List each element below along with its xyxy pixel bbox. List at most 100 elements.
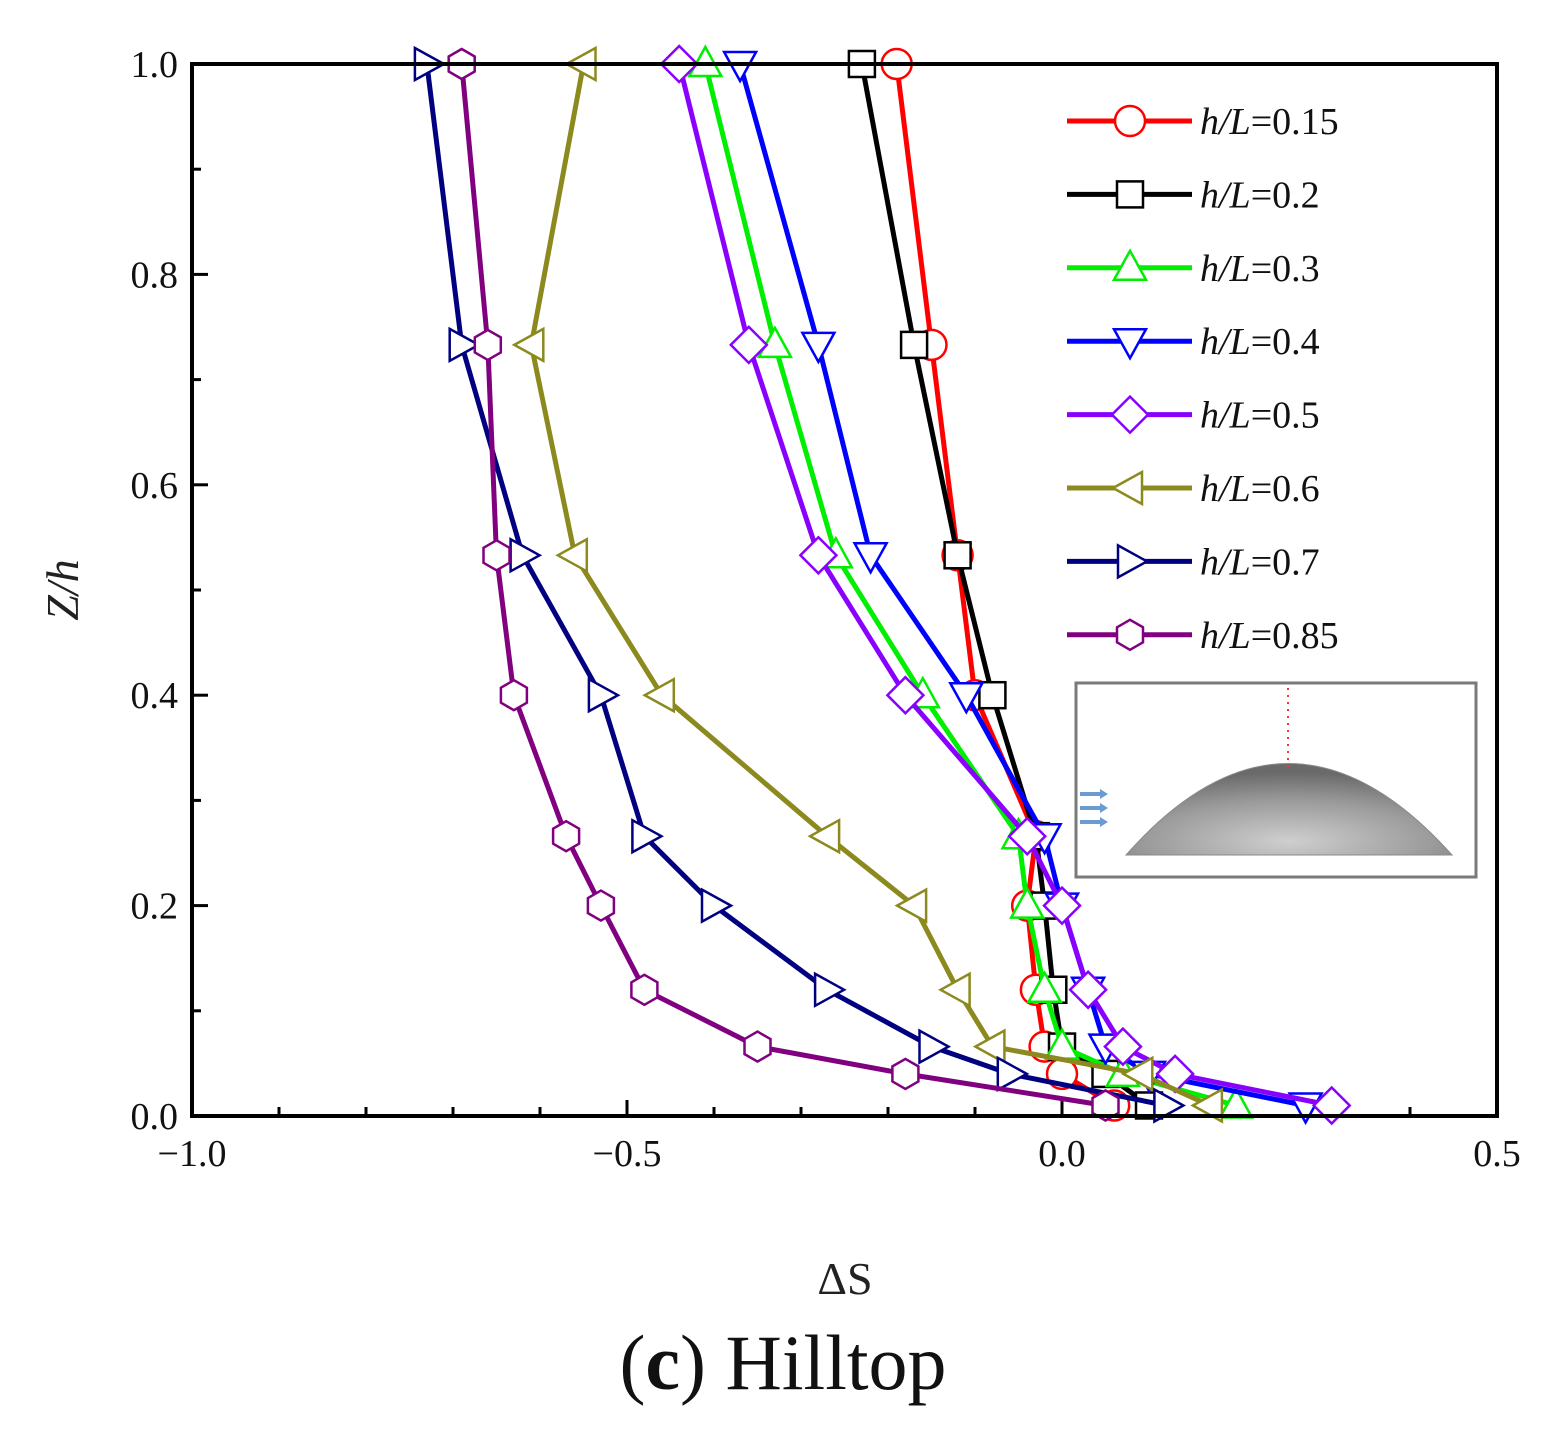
data-point <box>482 538 511 572</box>
x-tick-label: 0.5 <box>1473 1133 1521 1175</box>
legend-marker <box>1113 104 1147 138</box>
data-point <box>448 326 482 364</box>
y-tick-label: 0.8 <box>131 254 179 296</box>
data-point <box>938 971 971 1008</box>
caption-letter: c <box>645 1319 681 1406</box>
caption-text: Hilltop <box>725 1319 947 1406</box>
series-0-85 <box>447 47 1120 1122</box>
data-point <box>630 973 659 1007</box>
data-point <box>587 677 621 714</box>
data-point <box>555 537 589 574</box>
legend-label: h/L=0.3 <box>1200 248 1320 290</box>
data-point <box>807 818 841 855</box>
legend-entry: h/L=0.7 <box>1067 541 1320 583</box>
data-point <box>813 971 847 1008</box>
legend: h/L=0.15 h/L=0.2 h/L=0.3 h/L=0.4 h/L=0.5 h/L=… <box>1067 101 1339 657</box>
legend-entry: h/L=0.4 <box>1067 321 1320 363</box>
legend-entry: h/L=0.15 <box>1067 101 1339 143</box>
data-point <box>798 535 839 576</box>
legend-entry: h/L=0.6 <box>1067 468 1320 510</box>
legend-marker <box>1111 327 1149 361</box>
legend-marker <box>1116 543 1150 580</box>
legend-entry: h/L=0.5 <box>1067 395 1320 437</box>
data-point <box>943 541 972 570</box>
series-0-6 <box>511 45 1224 1124</box>
data-point <box>687 44 724 78</box>
data-point <box>1042 885 1082 926</box>
data-point <box>642 677 676 714</box>
hill-shape <box>1124 763 1454 856</box>
series-line <box>528 63 1211 1108</box>
y-tick-label: 0.6 <box>131 465 179 507</box>
legend-marker <box>1115 180 1145 209</box>
data-point <box>1153 1087 1186 1124</box>
legend-marker <box>1111 248 1149 282</box>
data-point <box>1120 1055 1154 1093</box>
data-point <box>996 1055 1030 1093</box>
data-point <box>586 889 616 923</box>
data-point <box>1190 1087 1224 1124</box>
data-point <box>948 681 985 715</box>
y-axis-title: Z/h <box>37 559 88 620</box>
legend-label: h/L=0.6 <box>1200 468 1320 510</box>
data-point <box>1091 1089 1120 1122</box>
data-point <box>721 50 759 84</box>
data-point <box>972 1028 1006 1065</box>
data-point <box>551 819 581 853</box>
legend-entry: h/L=0.85 <box>1067 615 1339 657</box>
x-tick-label: −1.0 <box>158 1133 227 1175</box>
series-line <box>859 63 1151 1108</box>
legend-label: h/L=0.2 <box>1200 174 1320 216</box>
legend-marker <box>1110 394 1150 435</box>
data-point <box>978 680 1007 710</box>
legend-label: h/L=0.4 <box>1200 321 1320 363</box>
data-point <box>885 675 926 715</box>
data-point <box>894 887 928 924</box>
plot-background <box>192 64 1497 1116</box>
data-point <box>631 818 664 855</box>
legend-label: h/L=0.85 <box>1200 615 1339 657</box>
data-point <box>918 1028 952 1065</box>
y-tick-label: 0.2 <box>131 886 179 928</box>
legend-entry: h/L=0.2 <box>1067 174 1320 216</box>
data-point <box>1026 970 1063 1004</box>
data-point <box>756 325 794 359</box>
data-point <box>511 326 545 364</box>
line-chart: −1.0 −0.5 0.0 0.5 0.0 0.2 0.4 0.6 0.8 1.0 <box>37 44 1521 1300</box>
data-point <box>1009 886 1046 919</box>
data-point <box>499 678 529 712</box>
data-point <box>1068 970 1108 1010</box>
data-point <box>729 325 769 365</box>
series-0-5 <box>659 44 1352 1126</box>
legend-label: h/L=0.7 <box>1200 541 1320 583</box>
legend-entry: h/L=0.3 <box>1067 248 1320 290</box>
data-point <box>891 1057 920 1091</box>
x-tick-label: 0.0 <box>1038 1133 1086 1175</box>
legend-label: h/L=0.15 <box>1200 101 1339 143</box>
data-point <box>743 1030 772 1064</box>
series-line <box>459 63 1106 1108</box>
data-point <box>800 331 837 365</box>
data-point <box>473 328 503 362</box>
figure-caption: (c) Hilltop <box>619 1319 947 1406</box>
plot-frame <box>190 62 1499 1118</box>
data-point <box>899 330 929 360</box>
legend-marker <box>1115 618 1145 652</box>
data-point <box>700 887 734 924</box>
legend-marker <box>1110 469 1144 507</box>
legend-label: h/L=0.5 <box>1200 395 1320 437</box>
series-0-3 <box>687 44 1255 1119</box>
x-tick-label: −0.5 <box>593 1133 662 1175</box>
series-line <box>702 63 1237 1108</box>
data-point <box>1103 1026 1143 1067</box>
data-point <box>852 542 889 575</box>
y-tick-label: 1.0 <box>131 44 179 86</box>
data-point <box>1007 816 1047 856</box>
y-tick-label: 0.4 <box>131 675 179 717</box>
y-tick-label: 0.0 <box>131 1096 179 1138</box>
x-axis-title: ΔS <box>817 1253 872 1300</box>
series-group <box>413 44 1352 1126</box>
wind-arrows-icon <box>1080 789 1108 827</box>
inset-hill-diagram <box>1074 681 1478 879</box>
